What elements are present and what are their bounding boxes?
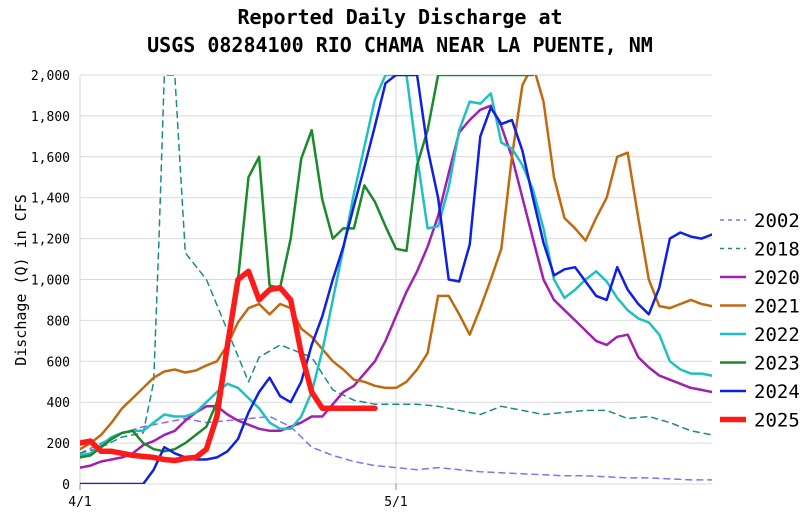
legend-label-2021: 2021 xyxy=(754,296,800,318)
legend-label-2025: 2025 xyxy=(754,410,800,432)
series-lines xyxy=(80,75,712,484)
axes: 0 200 400 600 800 1,000 1,200 1,400 1,600 1,800 2,… xyxy=(31,69,408,510)
x-tick-label: 5/1 xyxy=(384,495,407,510)
y-tick-label: 0 xyxy=(62,478,70,493)
legend: 2002 2018 2020 2021 2022 2023 2024 2025 xyxy=(720,210,800,432)
series-line-2022 xyxy=(80,75,712,457)
series-line-2002 xyxy=(80,415,712,481)
chart-subtitle: USGS 08284100 RIO CHAMA NEAR LA PUENTE, … xyxy=(147,33,653,57)
y-tick-label: 600 xyxy=(47,355,70,370)
y-axis-label: Dischage (Q) in CFS xyxy=(12,194,30,366)
y-tick-label: 1,400 xyxy=(31,192,70,207)
gridlines xyxy=(79,74,712,485)
x-tick-label: 4/1 xyxy=(68,495,91,510)
y-tick-label: 400 xyxy=(47,396,70,411)
series-line-2018 xyxy=(80,75,712,455)
series-line-2025 xyxy=(80,268,378,464)
legend-label-2020: 2020 xyxy=(754,267,800,289)
chart-title: Reported Daily Discharge at xyxy=(237,5,562,29)
series-line-2020 xyxy=(80,104,712,469)
y-tick-label: 1,600 xyxy=(31,151,70,166)
legend-label-2023: 2023 xyxy=(754,353,800,375)
legend-label-2018: 2018 xyxy=(754,239,800,261)
series-line-2023 xyxy=(80,75,535,459)
y-tick-label: 1,800 xyxy=(31,110,70,125)
y-tick-label: 800 xyxy=(47,314,70,329)
y-tick-label: 1,000 xyxy=(31,274,70,289)
y-tick-label: 1,200 xyxy=(31,233,70,248)
series-line-2021 xyxy=(80,75,712,451)
legend-label-2002: 2002 xyxy=(754,210,800,232)
y-tick-label: 200 xyxy=(47,437,70,452)
legend-label-2024: 2024 xyxy=(754,381,800,403)
y-tick-label: 2,000 xyxy=(31,69,70,84)
legend-label-2022: 2022 xyxy=(754,324,800,346)
